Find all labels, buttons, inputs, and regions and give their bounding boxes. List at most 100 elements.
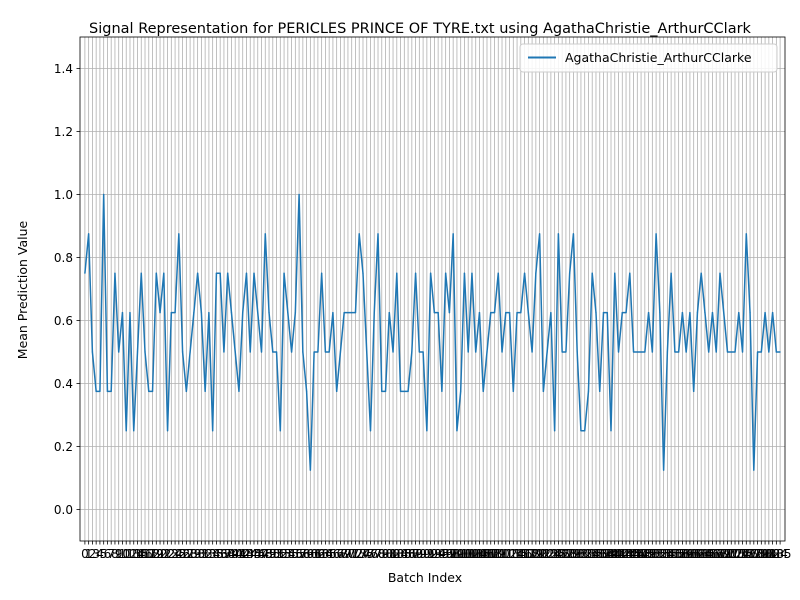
data-point — [227, 272, 229, 274]
legend-box — [519, 43, 778, 73]
x-tick-label: 73 — [352, 547, 367, 561]
x-tick-label: 181 — [754, 547, 777, 561]
chart-title: Signal Representation for PERICLES PRINC… — [89, 21, 752, 37]
x-tick-label: 86 — [400, 547, 415, 561]
x-tick-label: 45 — [246, 547, 261, 561]
x-tick-label: 42 — [235, 547, 250, 561]
data-point — [546, 351, 548, 353]
data-point — [659, 312, 661, 314]
data-point — [497, 272, 499, 274]
x-tick-label: 106 — [472, 547, 495, 561]
data-point — [275, 351, 278, 353]
x-tick-label: 15 — [134, 547, 149, 561]
x-tick-label: 153 — [648, 547, 671, 561]
x-tick-label: 134 — [577, 547, 600, 561]
data-point — [437, 312, 439, 314]
data-point — [711, 312, 714, 314]
data-point — [723, 312, 725, 314]
data-point — [617, 351, 620, 353]
data-point — [749, 312, 751, 314]
data-point — [741, 351, 744, 353]
data-point — [88, 233, 90, 235]
y-tick-label: 0.2 — [54, 440, 73, 454]
data-point — [140, 272, 142, 274]
x-tick-label: 54 — [280, 547, 295, 561]
data-point — [426, 430, 428, 432]
data-point — [779, 351, 781, 353]
x-tick-label: 79 — [374, 547, 389, 561]
data-point — [212, 430, 214, 432]
data-point — [298, 193, 300, 196]
x-tick-label: 56 — [288, 547, 303, 561]
x-tick-label: 53 — [276, 547, 291, 561]
x-tick-label: 16 — [137, 547, 152, 561]
data-point — [306, 390, 308, 392]
x-tick-label: 159 — [671, 547, 694, 561]
x-tick-label: 107 — [476, 547, 499, 561]
data-point — [430, 272, 432, 274]
x-tick-label: 144 — [615, 547, 638, 561]
x-tick-label: 179 — [746, 547, 769, 561]
x-tick-label: 105 — [468, 547, 491, 561]
data-point — [584, 430, 586, 432]
data-point — [381, 390, 383, 392]
x-tick-label: 95 — [434, 547, 449, 561]
x-tick-label: 10 — [115, 547, 130, 561]
x-tick-label: 93 — [427, 547, 442, 561]
x-tick-label: 146 — [622, 547, 645, 561]
x-tick-label: 143 — [611, 547, 634, 561]
x-tick-label: 122 — [532, 547, 555, 561]
plot-frame — [79, 36, 786, 542]
data-point — [565, 351, 567, 353]
data-point — [354, 312, 357, 314]
x-tick-label: 21 — [156, 547, 171, 561]
data-point — [373, 312, 375, 314]
x-tick-label: 130 — [562, 547, 585, 561]
x-axis-ticks: 0123456789101112131415161718192021222324… — [81, 541, 792, 561]
data-point — [118, 351, 120, 353]
x-tick-label: 38 — [220, 547, 235, 561]
x-tick-label: 135 — [581, 547, 604, 561]
data-point — [411, 351, 413, 353]
data-point — [347, 312, 349, 314]
x-tick-label: 155 — [656, 547, 679, 561]
x-tick-label: 171 — [716, 547, 739, 561]
data-point — [587, 390, 590, 392]
x-tick-label: 98 — [446, 547, 461, 561]
x-tick-label: 18 — [145, 547, 160, 561]
x-tick-label: 39 — [224, 547, 239, 561]
x-tick-label: 3 — [92, 547, 100, 561]
x-tick-label: 52 — [273, 547, 288, 561]
x-tick-label: 2 — [89, 547, 97, 561]
x-tick-label: 76 — [363, 547, 378, 561]
x-tick-label: 41 — [231, 547, 246, 561]
x-tick-label: 9 — [115, 547, 123, 561]
x-tick-label: 4 — [96, 547, 104, 561]
data-point — [764, 312, 766, 314]
data-point — [388, 312, 390, 314]
data-point — [302, 351, 304, 353]
data-point — [651, 351, 653, 353]
data-point — [535, 272, 537, 274]
data-point — [632, 351, 635, 353]
y-axis-ticks: 0.0 0.2 0.4 0.6 0.8 1.0 1.2 1.4 — [54, 62, 80, 517]
data-point — [771, 312, 774, 314]
data-point — [640, 351, 642, 353]
x-tick-label: 147 — [626, 547, 649, 561]
x-axis-label: Batch Index — [388, 570, 462, 585]
x-tick-label: 140 — [600, 547, 623, 561]
x-tick-label: 149 — [633, 547, 656, 561]
x-tick-label: 47 — [254, 547, 269, 561]
data-point — [614, 272, 616, 274]
data-point — [693, 390, 695, 392]
data-point — [460, 390, 462, 392]
x-tick-label: 1 — [85, 547, 93, 561]
x-tick-label: 43 — [239, 547, 254, 561]
data-point — [527, 312, 529, 314]
legend: AgathaChristie_ArthurCClarke — [519, 43, 778, 73]
data-point — [336, 390, 338, 392]
data-point — [369, 430, 372, 432]
x-tick-label: 88 — [408, 547, 423, 561]
x-tick-label: 8 — [111, 547, 119, 561]
data-point — [362, 272, 364, 274]
